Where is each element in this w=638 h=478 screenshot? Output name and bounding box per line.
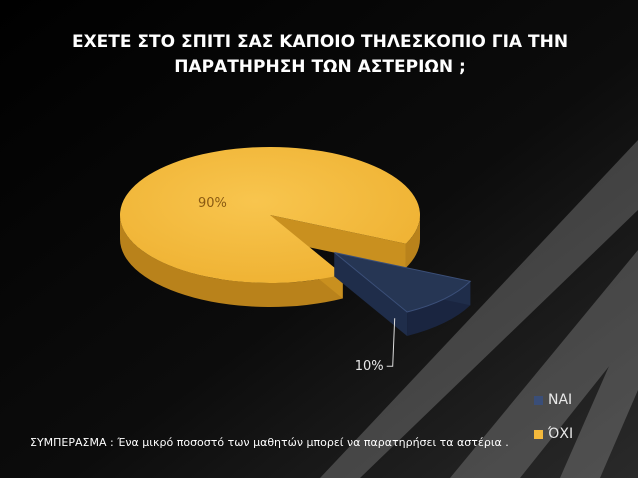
chart-title-line-2: ΠΑΡΑΤΗΡΗΣΗ ΤΩΝ ΑΣΤΕΡΙΩΝ ;: [174, 57, 466, 77]
legend-item-ochi: ΌΧΙ: [534, 425, 573, 443]
chart-title: ΕΧΕΤΕ ΣΤΟ ΣΠΙΤΙ ΣΑΣ ΚΑΠΟΙΟ ΤΗΛΕΣΚΟΠΙΟ ΓΙ…: [40, 30, 600, 80]
pie-slice-nai: [334, 252, 472, 336]
leader-line-nai: [386, 318, 396, 367]
legend-swatch-nai: [534, 395, 543, 405]
data-label-nai: 10%: [355, 359, 384, 374]
chart-legend: ΝΑΙ ΌΧΙ: [534, 391, 573, 459]
legend-swatch-ochi: [534, 429, 543, 439]
legend-label-nai: ΝΑΙ: [548, 392, 573, 408]
data-label-ochi: 90%: [198, 196, 227, 211]
conclusion-text: ΣΥΜΠΕΡΑΣΜΑ : Ένα μικρό ποσοστό των μαθητ…: [30, 436, 509, 449]
legend-label-ochi: ΌΧΙ: [548, 426, 574, 442]
chart-title-line-1: ΕΧΕΤΕ ΣΤΟ ΣΠΙΤΙ ΣΑΣ ΚΑΠΟΙΟ ΤΗΛΕΣΚΟΠΙΟ ΓΙ…: [71, 32, 569, 52]
pie-slice-ochi: [120, 147, 420, 308]
legend-item-nai: ΝΑΙ: [534, 391, 573, 409]
